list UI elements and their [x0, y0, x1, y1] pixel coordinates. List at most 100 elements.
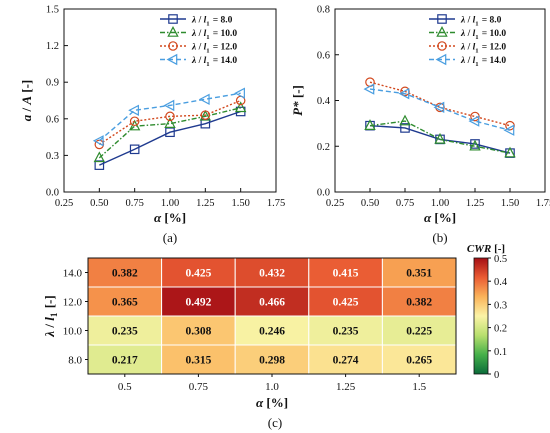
panel-b-y-tick-label: 0.4: [317, 96, 331, 107]
panel-a-legend-label: λ / l1 = 10.0: [191, 29, 237, 41]
panel-a-series-line: [98, 99, 241, 146]
panel-a-x-tick-label: 1.00: [161, 198, 179, 209]
panel-a-legend-marker: [168, 41, 178, 51]
panel-b-series-line: [369, 81, 511, 127]
panel-a-legend-label: λ / l1 = 8.0: [191, 16, 233, 28]
panel-b-data-point: [470, 139, 480, 149]
heatmap-cell-label: 0.425: [185, 268, 211, 280]
panel-b-x-tick-label: 1.25: [466, 198, 484, 209]
heatmap-cell-label: 0.265: [406, 355, 432, 367]
panel-b-series: [365, 77, 515, 131]
heatmap-cell-label: 0.382: [112, 268, 138, 280]
heatmap-cell-label: 0.246: [259, 326, 285, 338]
panel-a-data-point: [165, 127, 175, 138]
heatmap-x-axis-label: α [%]: [256, 395, 288, 410]
heatmap-cell-label: 0.425: [333, 297, 359, 309]
panel-a-series-line: [99, 110, 241, 166]
panel-b-y-tick-label: 0.6: [317, 50, 330, 61]
heatmap-x-tick-label: 0.75: [189, 381, 209, 393]
heatmap-cell-label: 0.235: [112, 326, 138, 338]
heatmap-y-tick-label: 10.0: [63, 326, 83, 338]
heatmap-cell-label: 0.382: [406, 297, 432, 309]
panel-b-series: [364, 114, 516, 158]
colorbar-tick-label: 0: [494, 370, 499, 381]
heatmap-cell-label: 0.432: [259, 268, 285, 280]
panel-a-x-tick-label: 0.50: [90, 198, 108, 209]
heatmap-x-tick-label: 0.5: [118, 381, 132, 393]
heatmap-panel-label: (c): [268, 415, 282, 430]
panel-a-y-tick-label: 1.2: [46, 41, 59, 52]
colorbar-title: CWR [-]: [467, 243, 505, 255]
panel-a-legend-marker: [168, 14, 178, 24]
heatmap-cell-label: 0.298: [259, 355, 285, 367]
heatmap-cell: [381, 257, 457, 288]
panel-b-data-point: [433, 101, 445, 114]
heatmap-cell-label: 0.466: [259, 297, 285, 309]
panel-b-data-point: [503, 124, 515, 136]
heatmap-cell-label: 0.365: [112, 297, 138, 309]
heatmap-cell: [381, 286, 457, 317]
panel-b-x-tick-label: 0.50: [361, 198, 379, 209]
panel-a-data-point: [93, 151, 106, 163]
heatmap-y-tick-label: 8.0: [68, 355, 82, 367]
panel-a-data-point: [129, 116, 140, 127]
colorbar-tick-label: 0.5: [494, 254, 507, 265]
panel-b-data-point: [468, 115, 480, 127]
panel-b-data-point: [364, 119, 376, 130]
panel-a-data-point: [92, 135, 104, 147]
panel-a-data-point: [200, 110, 211, 120]
heatmap-cell-label: 0.315: [185, 355, 211, 367]
heatmap-cell-label: 0.225: [406, 326, 432, 338]
panel-b-x-tick-label: 1.50: [501, 198, 519, 209]
panel-b-x-axis-label: α [%]: [424, 210, 456, 225]
panel-a-panel-label: (a): [163, 230, 177, 245]
panel-b-data-point: [434, 132, 446, 144]
panel-b-series: [363, 83, 515, 136]
panel-a-x-tick-label: 0.25: [55, 198, 73, 209]
heatmap-cell: [87, 257, 163, 288]
panel-a-data-point: [234, 87, 245, 99]
panel-b-legend-label: λ / l1 = 10.0: [460, 29, 506, 41]
colorbar-tick-label: 0.2: [494, 324, 507, 335]
panel-a-data-point: [198, 93, 210, 105]
panel-a-y-axis-label: a / A [-]: [19, 80, 34, 122]
panel-a-series: [92, 87, 245, 147]
heatmap-cell: [234, 286, 310, 317]
panel-a-data-point: [164, 117, 176, 128]
panel-a-data-point: [234, 101, 247, 113]
panel-b-y-tick-label: 0.0: [317, 188, 330, 199]
panel-b-data-point: [469, 139, 481, 151]
colorbar-tick-label: 0.3: [494, 300, 507, 311]
panel-b-panel-label: (b): [432, 230, 447, 245]
colorbar-tick-label: 0.1: [494, 347, 507, 358]
panel-b-series-line: [369, 88, 511, 131]
colorbar: [473, 257, 489, 375]
panel-a-y-tick-label: 0.9: [46, 78, 59, 89]
panel-a-y-tick-label: 0.3: [46, 151, 59, 162]
heatmap-cell: [234, 344, 310, 375]
heatmap-cell: [161, 344, 236, 375]
panel-b-legend-marker: [437, 14, 447, 24]
panel-a-x-tick-label: 1.50: [231, 198, 249, 209]
panel-a-x-axis-label: α [%]: [154, 210, 186, 225]
panel-b-legend-label: λ / l1 = 8.0: [460, 16, 502, 28]
panel-b-x-tick-label: 1.75: [536, 198, 550, 209]
panel-b-x-tick-label: 0.25: [326, 198, 344, 209]
heatmap-cell: [234, 257, 310, 288]
heatmap-cell-label: 0.415: [333, 268, 359, 280]
panel-a-legend-label: λ / l1 = 14.0: [191, 56, 237, 68]
heatmap-cell-label: 0.351: [406, 268, 432, 280]
panel-b-y-tick-label: 0.2: [317, 142, 330, 153]
panel-a-data-point: [129, 144, 140, 155]
panel-b-legend-marker: [435, 53, 447, 66]
panel-a-data-point: [163, 99, 175, 112]
panel-a-y-tick-label: 1.5: [46, 5, 59, 16]
heatmap-x-tick-label: 1.25: [336, 381, 356, 393]
heatmap-x-tick-label: 1.0: [265, 381, 279, 393]
panel-a-legend-marker: [167, 26, 179, 37]
panel-b-series-line: [369, 120, 511, 154]
panel-b-x-tick-label: 0.75: [396, 198, 414, 209]
panel-a-legend-label: λ / l1 = 12.0: [191, 43, 237, 55]
panel-a-series-line: [98, 92, 241, 142]
